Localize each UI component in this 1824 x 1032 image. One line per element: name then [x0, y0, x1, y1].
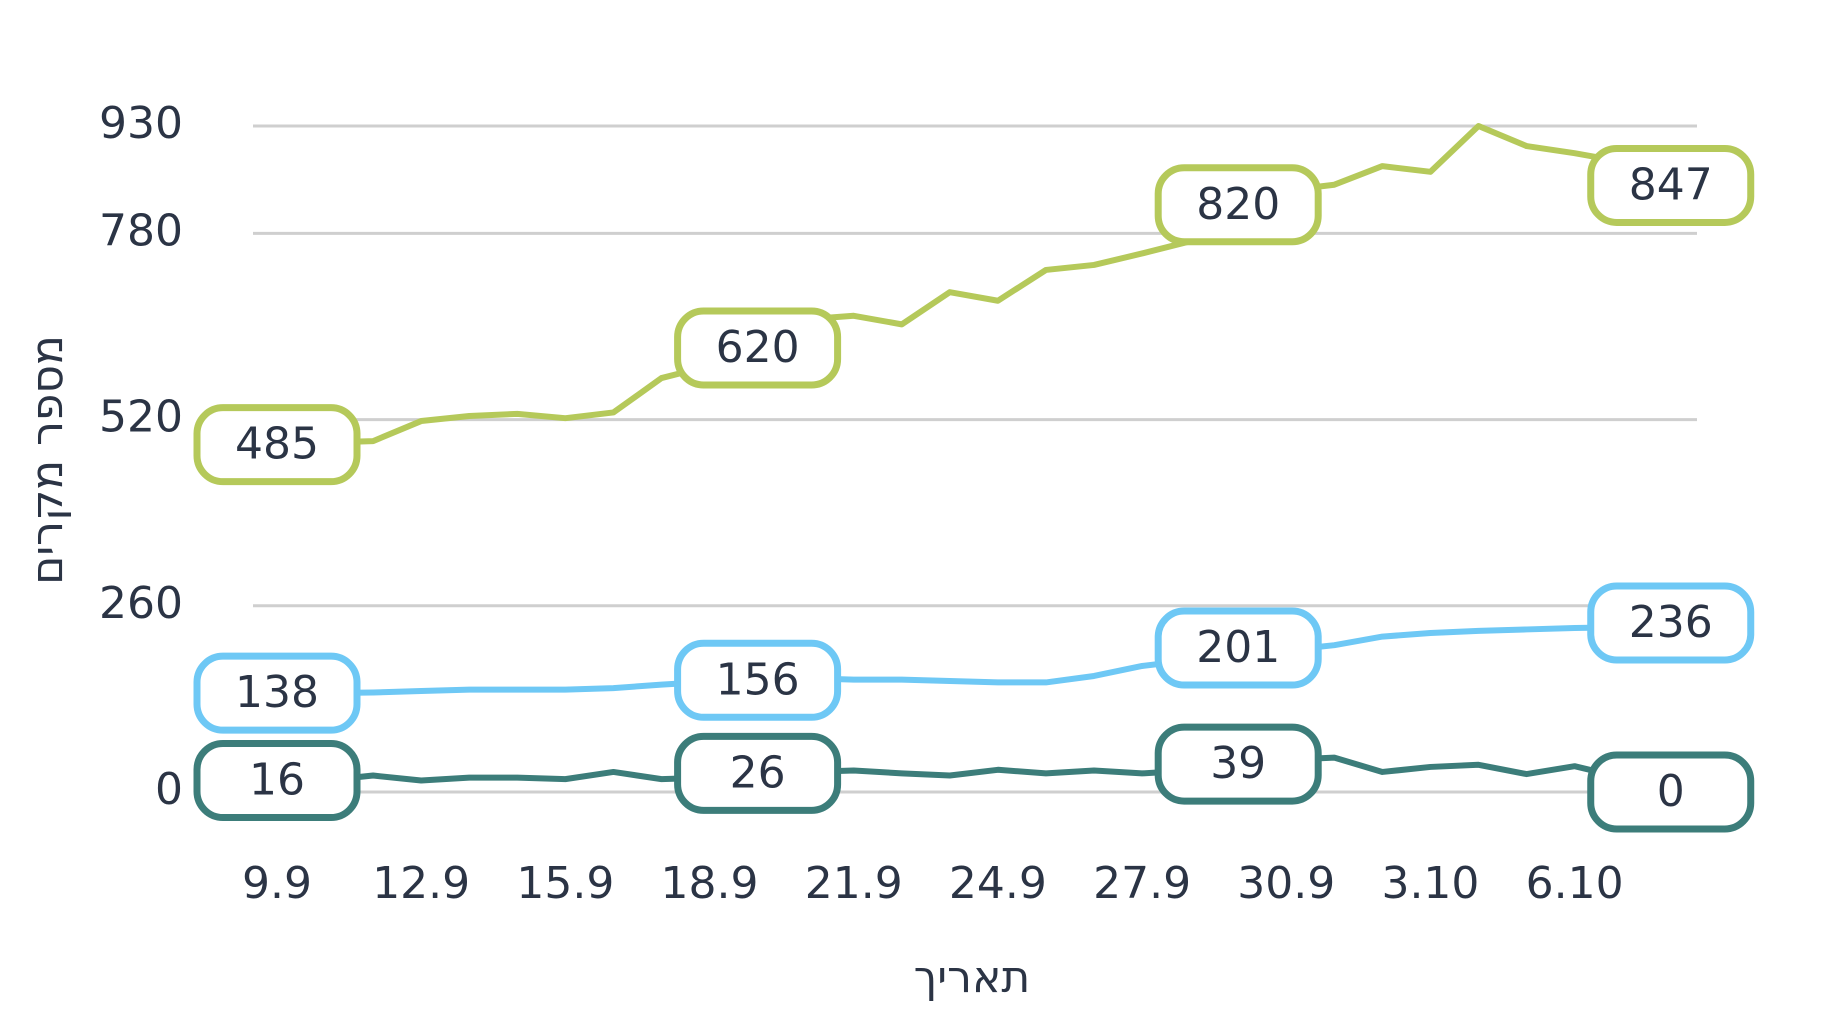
x-tick-label: 27.9	[1093, 858, 1191, 909]
data-label: 16	[249, 755, 305, 806]
data-label: 138	[235, 667, 319, 718]
data-label: 26	[730, 747, 786, 798]
y-axis-title: מספר מקרים	[22, 335, 73, 585]
label-box	[1587, 751, 1755, 833]
label-box	[193, 652, 361, 734]
data-label: 820	[1196, 179, 1280, 230]
x-tick-label: 6.10	[1526, 858, 1624, 909]
x-axis-title: תאריך	[914, 952, 1031, 1003]
label-box	[193, 404, 361, 486]
data-label: 847	[1629, 159, 1713, 210]
series-line	[276, 123, 1673, 448]
x-tick-label: 9.9	[242, 858, 312, 909]
label-box	[193, 740, 361, 822]
x-tick-label: 21.9	[805, 858, 903, 909]
data-label: 0	[1657, 766, 1685, 817]
series-line	[277, 754, 1672, 795]
data-label: 485	[235, 419, 319, 470]
data-label: 156	[716, 654, 800, 705]
label-box	[1587, 582, 1755, 664]
y-tick-label: 520	[99, 392, 183, 443]
x-tick-label: 15.9	[516, 858, 614, 909]
x-tick-label: 18.9	[661, 858, 759, 909]
data-label: 620	[716, 322, 800, 373]
data-label: 201	[1196, 622, 1280, 673]
data-label: 236	[1629, 597, 1713, 648]
y-tick-label: 260	[99, 578, 183, 629]
label-box	[1154, 723, 1322, 805]
label-box	[674, 639, 842, 721]
data-label: 39	[1210, 738, 1266, 789]
label-box	[674, 732, 842, 814]
x-tick-label: 24.9	[949, 858, 1047, 909]
x-tick-label: 12.9	[372, 858, 470, 909]
label-box	[674, 307, 842, 389]
series-line	[277, 620, 1672, 697]
y-tick-label: 780	[99, 205, 183, 256]
x-tick-label: 30.9	[1237, 858, 1335, 909]
y-tick-label: 930	[99, 98, 183, 149]
label-box	[1587, 144, 1755, 226]
label-box	[1154, 164, 1322, 246]
y-tick-label: 0	[155, 764, 183, 815]
x-tick-label: 3.10	[1381, 858, 1479, 909]
label-box	[1154, 607, 1322, 689]
